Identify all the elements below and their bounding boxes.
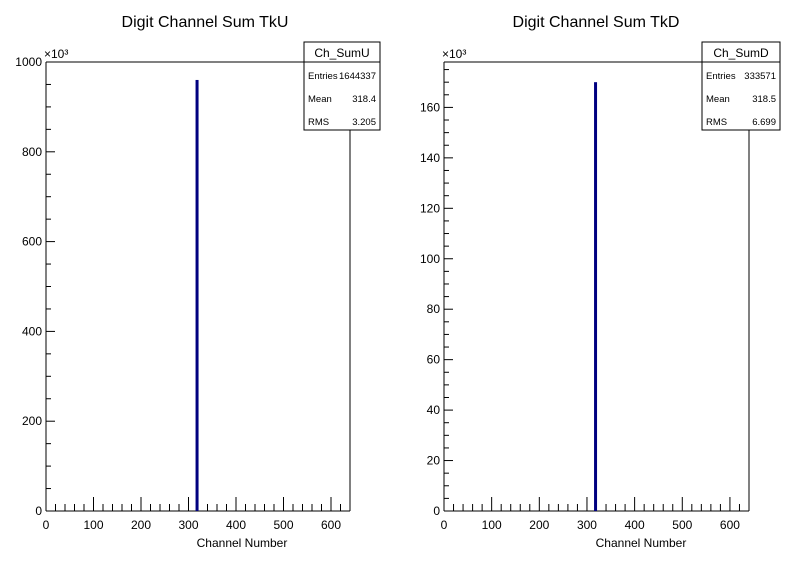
stats-value: 1644337 [339, 71, 376, 82]
y-tick-label: 80 [427, 302, 441, 316]
x-tick-label: 300 [577, 518, 597, 532]
stats-box: Ch_SumU Entries 1644337 Mean 318.4 RMS 3.205 [303, 41, 381, 131]
x-tick-label: 600 [321, 518, 341, 532]
x-tick-label: 200 [131, 518, 151, 532]
stats-value: 318.5 [752, 94, 776, 105]
histogram-bin [594, 82, 598, 511]
y-tick-label: 140 [420, 151, 440, 165]
y-tick-label: 200 [22, 414, 42, 428]
x-tick-label: 200 [529, 518, 549, 532]
stats-box-frame [701, 41, 781, 131]
stats-label: Mean [706, 94, 730, 105]
x-axis-label: Channel Number [596, 536, 687, 550]
y-tick-label: 40 [427, 403, 441, 417]
y-tick-label: 120 [420, 201, 440, 215]
stats-label: Mean [308, 94, 332, 105]
x-tick-label: 400 [625, 518, 645, 532]
x-tick-label: 0 [441, 518, 448, 532]
y-tick-label: 800 [22, 145, 42, 159]
y-tick-label: 0 [433, 504, 440, 518]
stats-name: Ch_SumU [314, 46, 369, 60]
y-tick-label: 160 [420, 100, 440, 114]
stats-value: 3.205 [352, 117, 376, 128]
y-tick-label: 1000 [15, 55, 42, 69]
y-tick-label: 0 [35, 504, 42, 518]
stats-label: RMS [706, 117, 727, 128]
histogram-bin [195, 79, 199, 512]
x-tick-label: 100 [482, 518, 502, 532]
stats-label: Entries [308, 71, 338, 82]
y-multiplier-label: ×10³ [44, 47, 68, 61]
x-tick-label: 500 [672, 518, 692, 532]
x-tick-label: 300 [178, 518, 198, 532]
x-tick-label: 500 [273, 518, 293, 532]
stats-value: 6.699 [752, 117, 776, 128]
stats-value: 318.4 [352, 94, 376, 105]
stats-box-frame [303, 41, 381, 131]
stats-label: RMS [308, 117, 329, 128]
y-tick-label: 600 [22, 235, 42, 249]
y-tick-label: 20 [427, 454, 441, 468]
y-tick-label: 60 [427, 353, 441, 367]
x-tick-label: 100 [83, 518, 103, 532]
x-tick-label: 600 [720, 518, 740, 532]
chart-title: Digit Channel Sum TkU [122, 14, 289, 31]
y-tick-label: 100 [420, 252, 440, 266]
y-multiplier-label: ×10³ [442, 47, 466, 61]
stats-box: Ch_SumD Entries 333571 Mean 318.5 RMS 6.699 [701, 41, 781, 131]
chart-title: Digit Channel Sum TkD [513, 14, 680, 31]
histogram-panel-1: Digit Channel Sum TkU 0 100 200 300 400 500 600… [15, 14, 381, 550]
x-tick-label: 400 [226, 518, 246, 532]
y-tick-label: 400 [22, 324, 42, 338]
x-axis-label: Channel Number [197, 536, 288, 550]
stats-label: Entries [706, 71, 736, 82]
stats-value: 333571 [744, 71, 776, 82]
stats-name: Ch_SumD [713, 46, 769, 60]
x-tick-label: 0 [43, 518, 50, 532]
